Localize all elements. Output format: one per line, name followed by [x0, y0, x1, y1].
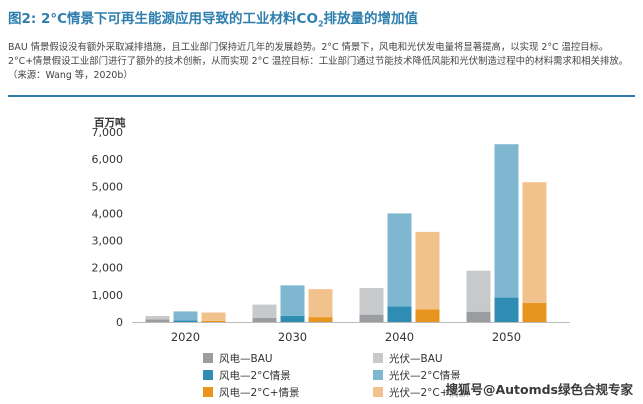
legend-item: 光伏—2°C情景 — [373, 367, 461, 383]
legend-label: 风电—2°C+情景 — [219, 386, 300, 399]
x-tick-label: 2030 — [278, 330, 307, 344]
y-tick-label: 0 — [116, 316, 123, 329]
figure-title-subscript: 2 — [317, 19, 324, 29]
legend-swatch — [203, 387, 213, 397]
bar-pv-bau-2020 — [145, 316, 170, 320]
bar-wind-2c-2040 — [387, 306, 412, 322]
bar-wind-2cplus-2050 — [522, 303, 547, 322]
bar-pv-2cplus-2050 — [522, 182, 547, 303]
y-tick-label: 6,000 — [92, 153, 124, 166]
legend-swatch — [203, 370, 213, 380]
legend-item: 风电—2°C情景 — [203, 367, 291, 383]
legend-label: 光伏—BAU — [389, 352, 443, 365]
y-tick-label: 4,000 — [92, 207, 124, 220]
legend-item: 风电—BAU — [203, 350, 273, 366]
bar-pv-bau-2040 — [359, 288, 384, 315]
bar-pv-bau-2050 — [466, 270, 491, 312]
x-tick-label: 2040 — [385, 330, 414, 344]
bar-wind-bau-2050 — [466, 311, 491, 322]
y-tick-label: 2,000 — [92, 262, 124, 275]
bar-pv-bau-2030 — [252, 304, 277, 318]
bar-pv-2c-2030 — [280, 285, 305, 316]
bar-pv-2cplus-2030 — [308, 289, 333, 318]
figure-title: 图2: 2°C情景下可再生能源应用导致的工业材料CO2排放量的增加值 — [8, 7, 636, 29]
bar-wind-2c-2050 — [494, 297, 519, 322]
legend-item: 光伏—BAU — [373, 350, 443, 366]
bar-pv-2c-2050 — [494, 144, 519, 298]
legend-swatch — [373, 387, 383, 397]
legend-swatch — [203, 353, 213, 363]
x-tick-label: 2020 — [171, 330, 200, 344]
bar-pv-2cplus-2040 — [415, 231, 440, 310]
figure-title-suffix: 排放量的增加值 — [323, 11, 419, 27]
legend-label: 风电—BAU — [219, 352, 273, 365]
legend-swatch — [373, 370, 383, 380]
bar-pv-2c-2040 — [387, 213, 412, 307]
figure-caption: BAU 情景假设没有额外采取减排措施，且工业部门保持近几年的发展趋势。2°C 情… — [8, 42, 629, 81]
bar-wind-bau-2040 — [359, 314, 384, 322]
bar-wind-2c-2030 — [280, 315, 305, 322]
legend-label: 光伏—2°C情景 — [389, 369, 461, 382]
x-tick-label: 2050 — [492, 330, 521, 344]
legend-swatch — [373, 353, 383, 363]
y-axis-unit-label: 百万吨 — [94, 117, 126, 129]
legend-label: 风电—2°C情景 — [219, 369, 291, 382]
bar-pv-2cplus-2020 — [201, 312, 226, 321]
bar-wind-2cplus-2040 — [415, 309, 440, 322]
legend-item: 风电—2°C+情景 — [203, 384, 300, 400]
figure-title-main: 图2: 2°C情景下可再生能源应用导致的工业材料CO — [8, 11, 318, 27]
bar-wind-2c-2020 — [173, 320, 198, 322]
bar-wind-bau-2030 — [252, 317, 277, 322]
y-tick-label: 5,000 — [92, 180, 124, 193]
bar-wind-2cplus-2020 — [201, 320, 226, 322]
bar-wind-bau-2020 — [145, 319, 170, 322]
caption-divider — [8, 95, 635, 97]
bar-pv-2c-2020 — [173, 311, 198, 321]
y-tick-label: 1,000 — [92, 289, 124, 302]
source-watermark: 搜狐号@Automds绿色合规专家 — [445, 379, 633, 398]
y-tick-label: 3,000 — [92, 235, 124, 248]
bar-wind-2cplus-2030 — [308, 317, 333, 322]
y-tick-label: 7,000 — [92, 126, 124, 139]
